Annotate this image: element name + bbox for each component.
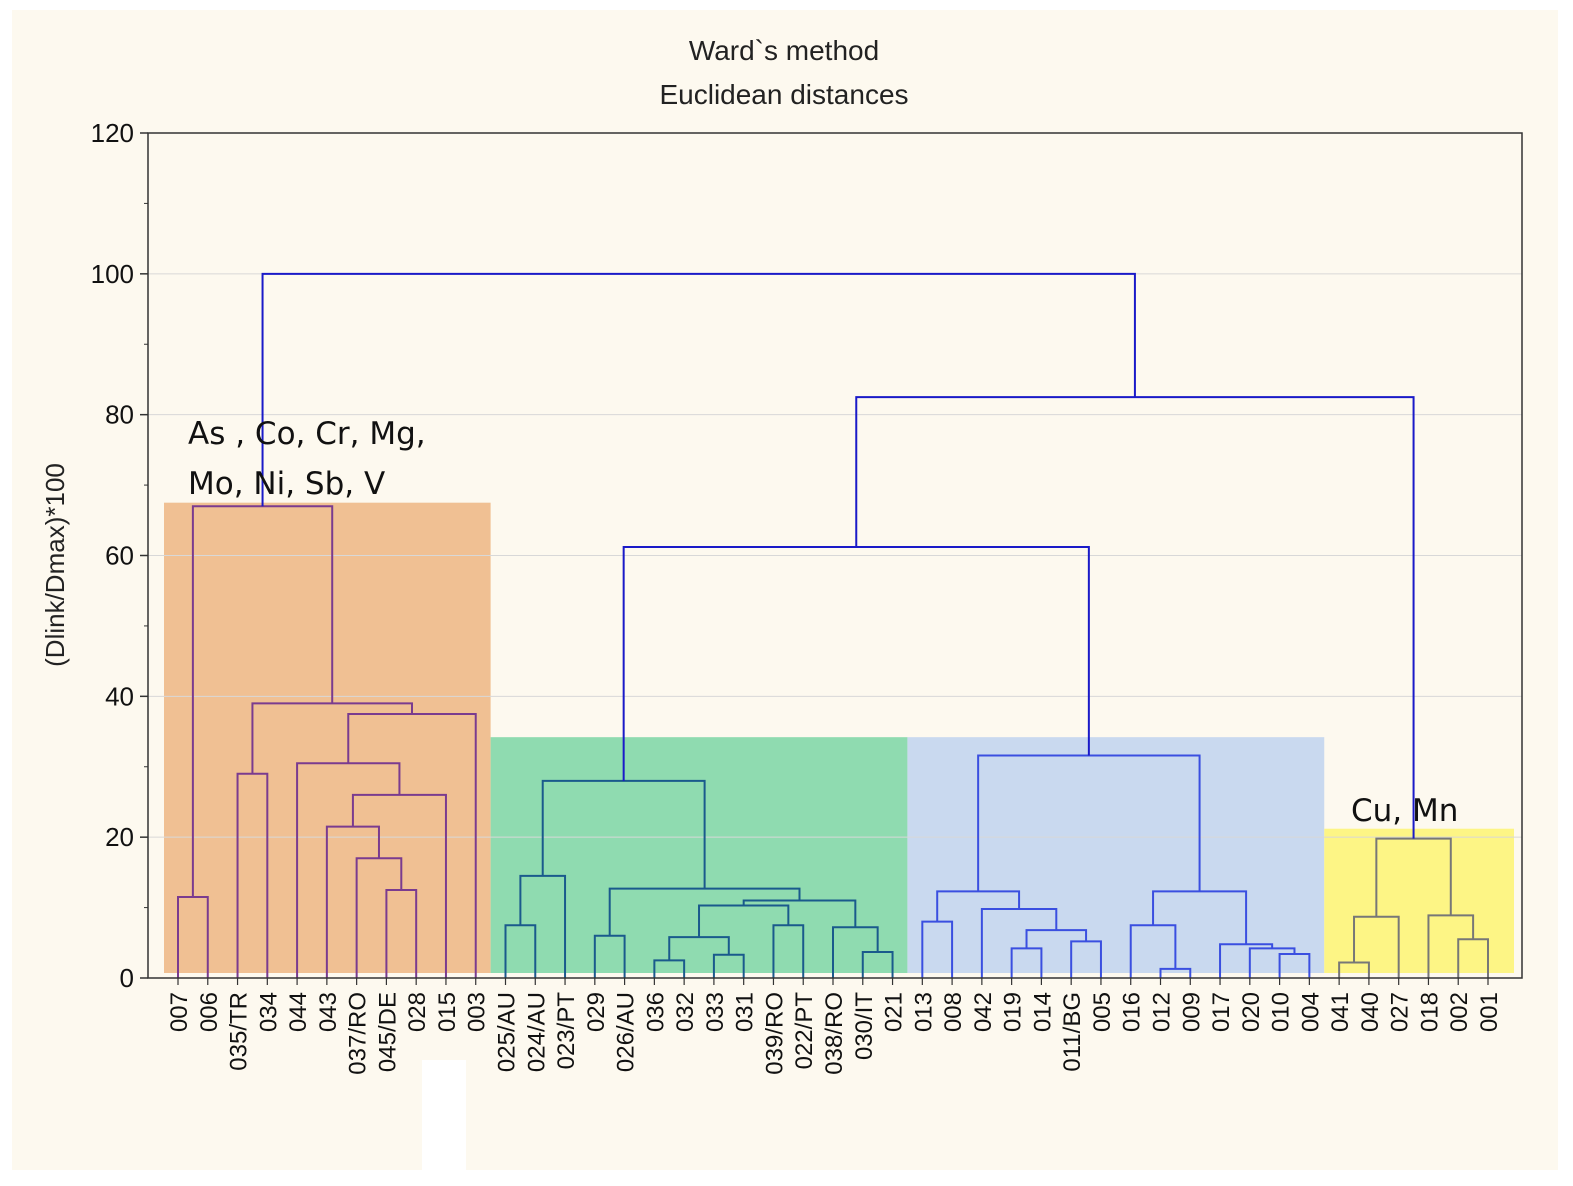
leaf-label: 011/BG — [1059, 992, 1086, 1072]
leaf-label: 039/RO — [761, 992, 788, 1075]
white-patch — [422, 1060, 466, 1170]
merge-link — [1159, 967, 1192, 978]
leaf-label: 001 — [1476, 992, 1503, 1032]
y-tick-label-20: 20 — [105, 822, 134, 852]
merge-link — [608, 887, 801, 936]
leaf-label: 030/IT — [851, 992, 878, 1060]
leaf-label: 003 — [464, 992, 491, 1032]
merge-link — [1152, 890, 1248, 945]
merge-link — [861, 950, 894, 978]
y-tick-label-0: 0 — [120, 963, 134, 993]
cluster-bands — [164, 502, 1514, 973]
leaf-label: 010 — [1268, 992, 1295, 1032]
leaf-label: 036 — [642, 992, 669, 1032]
merge-link — [698, 904, 790, 938]
leaf-label: 016 — [1119, 992, 1146, 1032]
merge-link — [355, 857, 403, 978]
cluster-band-blue — [907, 737, 1325, 973]
y-tick-label-40: 40 — [105, 681, 134, 711]
leaf-label: 035/TR — [226, 992, 253, 1071]
figure-panel: 0 20 40 60 80 100 120 007 006 035/TR 034 044 043 037… — [12, 10, 1558, 1170]
leaf-label: 002 — [1446, 992, 1473, 1032]
merge-link — [1025, 929, 1088, 949]
leaf-label: 045/DE — [374, 992, 401, 1072]
merge-link — [177, 896, 209, 978]
leaf-label: 026/AU — [613, 992, 640, 1072]
leaf-label: 006 — [196, 992, 223, 1032]
leaf-label: 038/RO — [821, 992, 848, 1075]
dendrogram-tree — [177, 272, 1489, 978]
y-tick-label-80: 80 — [105, 400, 134, 430]
merge-link — [855, 396, 1415, 839]
leaf-label: 014 — [1029, 992, 1056, 1032]
merge-link — [236, 772, 269, 978]
merge-link — [1457, 938, 1489, 978]
cluster-label-orange-line-2: Mo, Ni, Sb, V — [188, 466, 385, 502]
merge-link — [653, 959, 686, 978]
leaf-label: 025/AU — [494, 992, 521, 1072]
leaf-label: 044 — [285, 992, 312, 1032]
merge-link — [921, 920, 954, 978]
leaf-label: 009 — [1178, 992, 1205, 1032]
leaf-label: 012 — [1149, 992, 1176, 1032]
merge-link — [980, 907, 1058, 978]
merge-link — [772, 924, 805, 978]
y-axis-title: (Dlink/Dmax)*100 — [40, 463, 70, 667]
merge-link — [351, 793, 447, 978]
cluster-band-yellow — [1324, 828, 1514, 973]
merge-link — [347, 712, 477, 978]
leaf-label: 005 — [1089, 992, 1116, 1032]
x-axis: 007 006 035/TR 034 044 043 037/RO 045/DE 028 015 0… — [166, 978, 1503, 1075]
cluster-annotations: As , Co, Cr, Mg, Mo, Ni, Sb, V Cu, Mn — [188, 416, 1458, 829]
leaf-label: 013 — [910, 992, 937, 1032]
merge-link — [519, 874, 567, 978]
leaf-label: 007 — [166, 992, 193, 1032]
leaf-label: 040 — [1357, 992, 1384, 1032]
leaf-label: 020 — [1238, 992, 1265, 1032]
leaf-label: 034 — [255, 992, 282, 1032]
leaf-label: 031 — [732, 992, 759, 1032]
leaf-label: 041 — [1327, 992, 1354, 1032]
cluster-label-orange-line-1: As , Co, Cr, Mg, — [188, 416, 426, 452]
leaf-label: 027 — [1387, 992, 1414, 1032]
y-tick-label-100: 100 — [91, 259, 134, 289]
y-tick-label-60: 60 — [105, 541, 134, 571]
merge-link — [261, 272, 1136, 507]
leaf-label: 021 — [881, 992, 908, 1032]
leaf-label: 004 — [1297, 992, 1324, 1032]
leaf-label: 043 — [315, 992, 342, 1032]
leaf-label: 042 — [970, 992, 997, 1032]
leaf-label: 017 — [1208, 992, 1235, 1032]
leaf-label: 037/RO — [345, 992, 372, 1075]
merge-link — [712, 953, 745, 978]
merge-link — [504, 924, 537, 978]
leaf-label: 032 — [672, 992, 699, 1032]
chart-subtitle: Euclidean distances — [659, 79, 908, 110]
leaf-label: 018 — [1416, 992, 1443, 1032]
leaf-label: 019 — [1000, 992, 1027, 1032]
leaf-label: 028 — [404, 992, 431, 1032]
leaf-label: 023/PT — [553, 992, 580, 1070]
leaf-label: 029 — [583, 992, 610, 1032]
leaf-label: 015 — [434, 992, 461, 1032]
leaf-label: 033 — [702, 992, 729, 1032]
merge-link — [1129, 924, 1177, 978]
leaf-label: 008 — [940, 992, 967, 1032]
y-axis: 0 20 40 60 80 100 120 — [91, 118, 148, 993]
merge-link — [936, 890, 1021, 922]
y-tick-label-120: 120 — [91, 118, 134, 148]
leaf-label: 022/PT — [791, 992, 818, 1070]
leaf-label: 024/AU — [523, 992, 550, 1072]
cluster-label-yellow-line-1: Cu, Mn — [1351, 793, 1458, 829]
chart-title: Ward`s method — [689, 35, 879, 66]
merge-link — [742, 899, 857, 928]
